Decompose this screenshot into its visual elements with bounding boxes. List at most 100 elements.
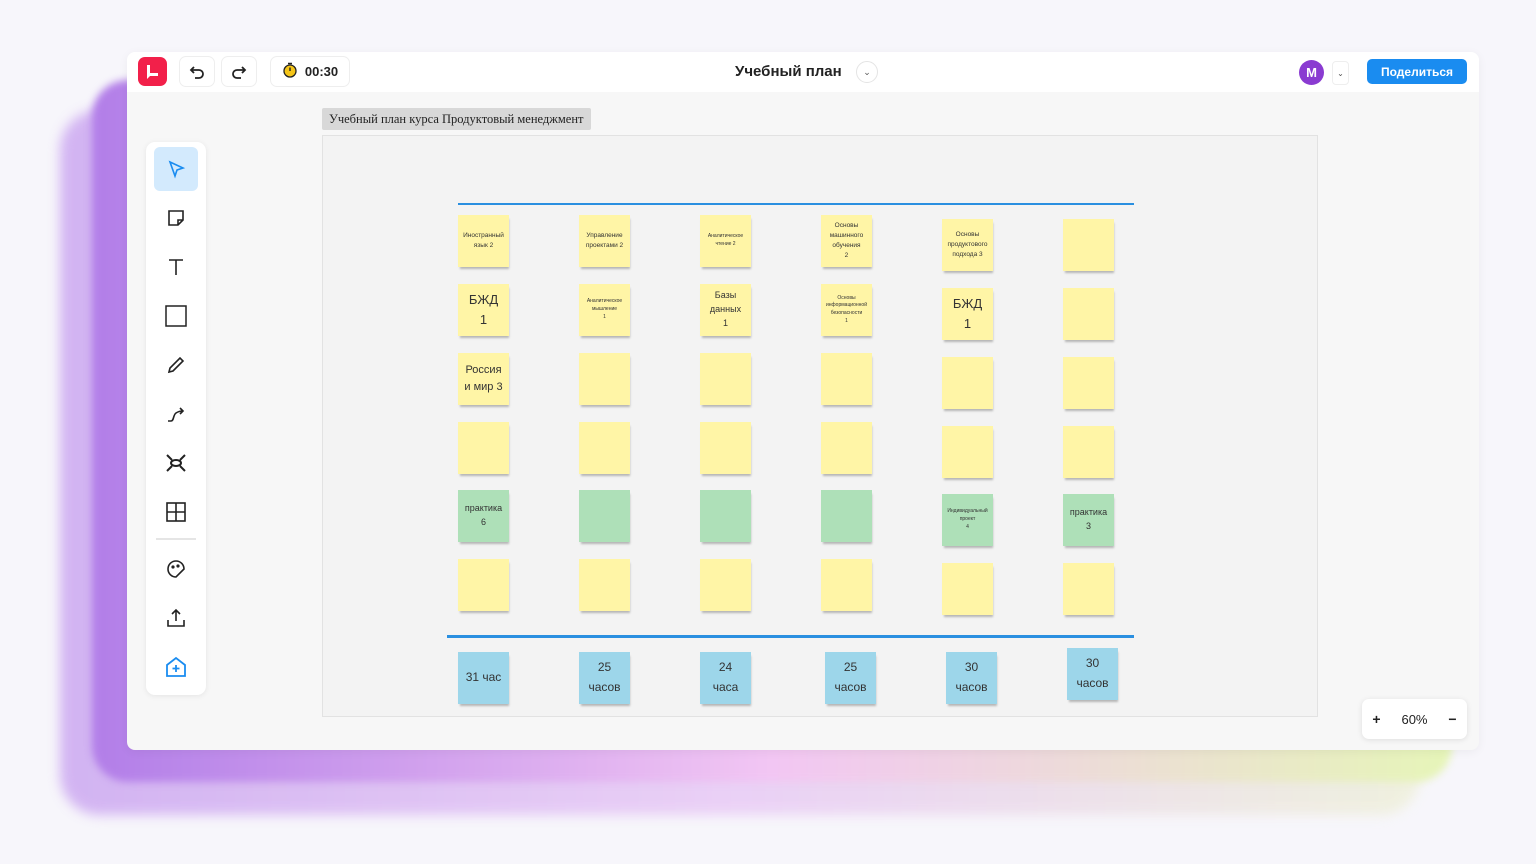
sticky-note-text: практика 3 bbox=[1069, 507, 1108, 531]
sticky-note[interactable]: Основы продуктового подхода 3 bbox=[942, 219, 993, 271]
title-chevron-down-icon[interactable]: ⌄ bbox=[856, 61, 878, 83]
sticky-note-text: Основы информационной безопасности 1 bbox=[826, 294, 867, 324]
undo-button[interactable] bbox=[179, 56, 215, 87]
sticky-note[interactable]: практика 6 bbox=[458, 490, 509, 542]
redo-button[interactable] bbox=[221, 56, 257, 87]
add-board-tool[interactable] bbox=[154, 645, 198, 689]
avatar[interactable]: M bbox=[1299, 60, 1324, 85]
zoom-control: + 60% − bbox=[1362, 699, 1467, 739]
sticky-note[interactable] bbox=[821, 422, 872, 474]
sticky-note-icon bbox=[168, 210, 184, 226]
table-icon bbox=[166, 502, 186, 522]
sticky-note[interactable] bbox=[821, 559, 872, 611]
mindmap-tool[interactable] bbox=[154, 441, 198, 485]
top-divider-line bbox=[458, 203, 1134, 205]
sticky-note[interactable] bbox=[579, 490, 630, 542]
sticky-note[interactable] bbox=[942, 563, 993, 615]
text-tool[interactable] bbox=[154, 245, 198, 289]
redo-icon bbox=[232, 65, 247, 79]
sticky-note-text: Основы машинного обучения 2 bbox=[829, 221, 864, 260]
sticker-tool[interactable] bbox=[154, 547, 198, 591]
sticky-note[interactable] bbox=[700, 353, 751, 405]
sticky-note[interactable] bbox=[1063, 563, 1114, 615]
sticky-note-text: Управление проектами 2 bbox=[585, 231, 624, 249]
sticky-note[interactable]: Россия и мир 3 bbox=[458, 353, 509, 405]
pencil-icon bbox=[167, 356, 185, 374]
hours-note[interactable]: 30 часов bbox=[946, 652, 997, 704]
sticky-note[interactable]: практика 3 bbox=[1063, 494, 1114, 546]
sticky-note[interactable]: Аналитическое мышление 1 bbox=[579, 284, 630, 336]
sticky-note-tool[interactable] bbox=[154, 196, 198, 240]
rectangle-tool[interactable] bbox=[154, 294, 198, 338]
timer[interactable]: 00:30 bbox=[270, 56, 350, 87]
top-bar: 00:30 Учебный план ⌄ M ⌄ Поделиться bbox=[127, 52, 1479, 92]
upload-tool[interactable] bbox=[154, 596, 198, 640]
mindmap-icon bbox=[166, 454, 186, 472]
sticky-note-text: Аналитическое чтение 2 bbox=[707, 233, 744, 247]
sticky-note[interactable]: Основы информационной безопасности 1 bbox=[821, 284, 872, 336]
sticky-note[interactable] bbox=[458, 422, 509, 474]
left-toolbar bbox=[146, 142, 206, 695]
timer-value: 00:30 bbox=[304, 64, 339, 79]
zoom-level: 60% bbox=[1401, 711, 1428, 727]
zoom-in-button[interactable]: + bbox=[1372, 711, 1381, 727]
text-icon bbox=[169, 259, 183, 275]
sticky-note[interactable] bbox=[942, 357, 993, 409]
sticky-note[interactable]: Основы машинного обучения 2 bbox=[821, 215, 872, 267]
sticky-note-text: БЖД 1 bbox=[468, 291, 499, 327]
chevron-down-icon[interactable]: ⌄ bbox=[1332, 61, 1349, 85]
sticky-note[interactable] bbox=[1063, 426, 1114, 478]
sticky-note-text: Индивидуальный проект 4 bbox=[947, 508, 988, 530]
sticky-note[interactable] bbox=[700, 490, 751, 542]
hours-text: 30 часов bbox=[955, 660, 988, 694]
zoom-out-button[interactable]: − bbox=[1448, 711, 1457, 727]
rectangle-icon bbox=[165, 305, 187, 327]
sticky-note-text: Аналитическое мышление 1 bbox=[586, 298, 623, 320]
sticky-note[interactable] bbox=[821, 490, 872, 542]
hours-note[interactable]: 25 часов bbox=[579, 652, 630, 704]
sticky-note[interactable]: БЖД 1 bbox=[458, 284, 509, 336]
sticky-note[interactable]: Индивидуальный проект 4 bbox=[942, 494, 993, 546]
sticky-note[interactable]: Аналитическое чтение 2 bbox=[700, 215, 751, 267]
hours-text: 25 часов bbox=[588, 660, 621, 694]
connector-tool[interactable] bbox=[154, 392, 198, 436]
sticky-note[interactable] bbox=[1063, 357, 1114, 409]
sticky-note-text: Иностранный язык 2 bbox=[463, 231, 504, 249]
sticky-note[interactable]: БЖД 1 bbox=[942, 288, 993, 340]
select-tool[interactable] bbox=[154, 147, 198, 191]
sticky-note-text: БЖД 1 bbox=[952, 295, 983, 331]
stopwatch-icon bbox=[282, 62, 298, 81]
sticky-note[interactable]: Базы данных 1 bbox=[700, 284, 751, 336]
sticky-note[interactable] bbox=[821, 353, 872, 405]
sticky-note-text: Россия и мир 3 bbox=[464, 363, 503, 393]
sticky-note[interactable]: Иностранный язык 2 bbox=[458, 215, 509, 267]
sticky-note[interactable] bbox=[458, 559, 509, 611]
sticker-icon bbox=[167, 560, 185, 578]
hours-note[interactable]: 30 часов bbox=[1067, 648, 1118, 700]
sticky-note[interactable] bbox=[942, 426, 993, 478]
hours-note[interactable]: 25 часов bbox=[825, 652, 876, 704]
sticky-note[interactable] bbox=[700, 559, 751, 611]
sticky-note[interactable] bbox=[700, 422, 751, 474]
sticky-note[interactable] bbox=[579, 559, 630, 611]
toolbar-divider bbox=[156, 538, 196, 540]
bottom-divider-line bbox=[447, 635, 1134, 638]
sticky-note[interactable] bbox=[1063, 219, 1114, 271]
app-window: 00:30 Учебный план ⌄ M ⌄ Поделиться Учеб… bbox=[127, 52, 1479, 750]
sticky-note[interactable] bbox=[579, 353, 630, 405]
frame-label[interactable]: Учебный план курса Продуктовый менеджмен… bbox=[322, 108, 591, 130]
board-title[interactable]: Учебный план bbox=[735, 63, 842, 80]
table-tool[interactable] bbox=[154, 490, 198, 534]
sticky-note-text: Базы данных 1 bbox=[709, 290, 742, 328]
sticky-note[interactable] bbox=[579, 422, 630, 474]
hours-text: 24 часа bbox=[712, 660, 739, 694]
hours-text: 31 час bbox=[465, 670, 502, 685]
pencil-tool[interactable] bbox=[154, 343, 198, 387]
add-board-icon bbox=[166, 656, 186, 677]
share-button[interactable]: Поделиться bbox=[1367, 59, 1467, 84]
logo-icon[interactable] bbox=[138, 57, 167, 86]
sticky-note[interactable]: Управление проектами 2 bbox=[579, 215, 630, 267]
hours-note[interactable]: 24 часа bbox=[700, 652, 751, 704]
sticky-note[interactable] bbox=[1063, 288, 1114, 340]
hours-note[interactable]: 31 час bbox=[458, 652, 509, 704]
